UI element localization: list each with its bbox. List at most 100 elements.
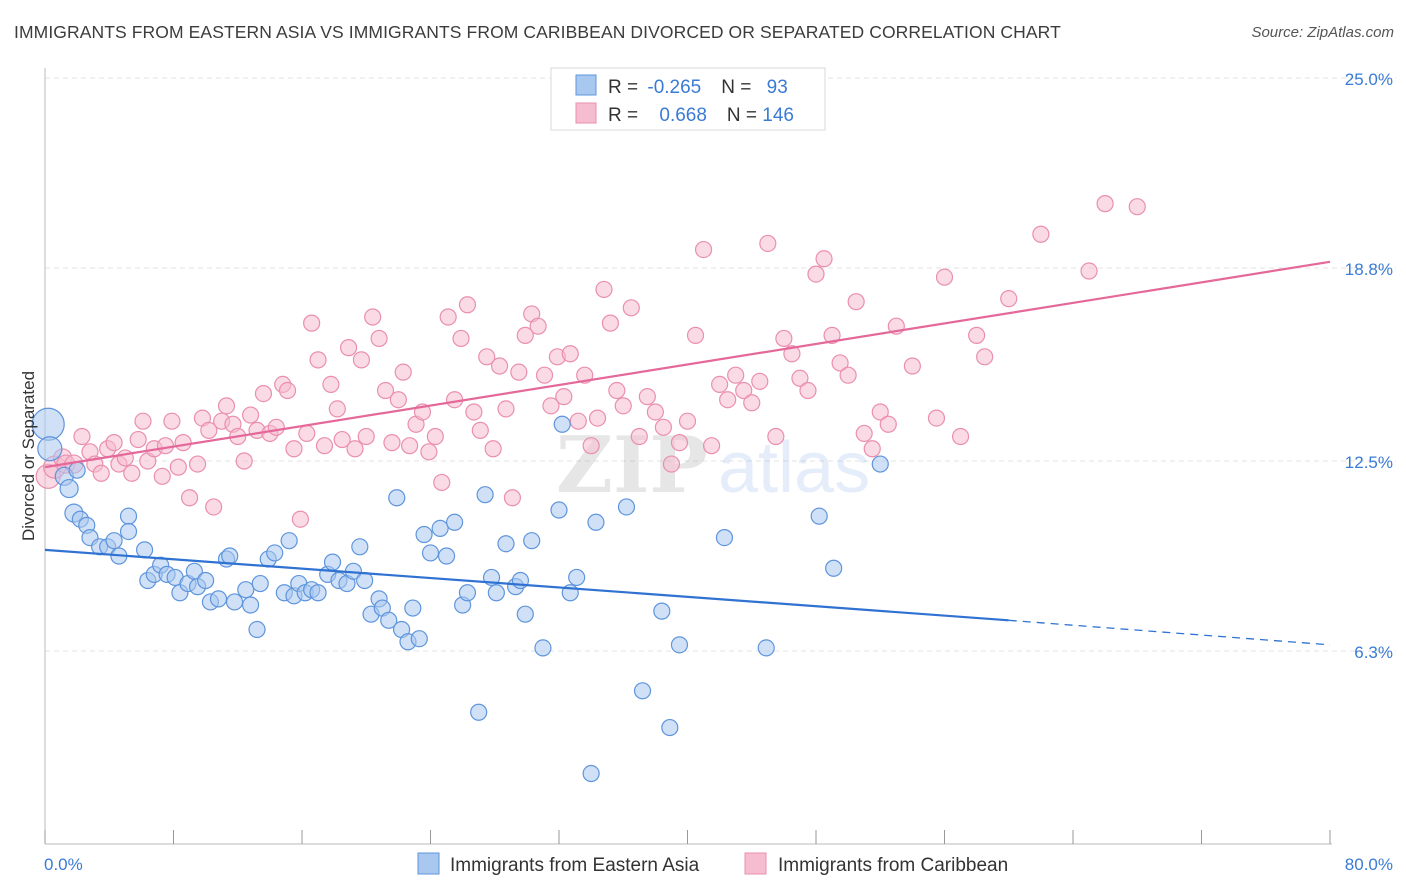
legend-blue-swatch [575, 74, 597, 96]
eastern-asia-point [242, 596, 260, 614]
caribbean-point [180, 489, 199, 507]
caribbean-point [595, 280, 613, 299]
caribbean-point [622, 299, 640, 317]
caribbean-point [205, 498, 223, 516]
caribbean-point [529, 317, 547, 335]
x-tick-labels: 0.0% 80.0% [44, 855, 1393, 874]
caribbean-point [927, 409, 946, 427]
caribbean-point [582, 437, 600, 455]
caribbean-point [743, 394, 761, 412]
x-tick-label: 80.0% [1345, 855, 1393, 874]
caribbean-point [484, 440, 502, 458]
eastern-asia-point [323, 553, 342, 571]
caribbean-point [1096, 195, 1114, 213]
eastern-asia-point [633, 682, 652, 700]
eastern-asia-point [487, 584, 505, 602]
caribbean-point [73, 427, 91, 446]
eastern-asia-point [810, 507, 828, 525]
eastern-asia-point [670, 636, 689, 654]
caribbean-point [105, 434, 123, 452]
caribbean-point [254, 384, 273, 403]
caribbean-point [847, 293, 865, 311]
eastern-asia-trend-extension [1008, 619, 1331, 646]
caribbean-point [711, 375, 729, 393]
caribbean-point [839, 366, 857, 384]
caribbean-point [452, 329, 470, 348]
eastern-asia-point [37, 436, 63, 462]
caribbean-point [92, 464, 110, 482]
eastern-asia-point [516, 605, 534, 623]
caribbean-point [608, 381, 626, 400]
eastern-asia-point [251, 574, 269, 593]
eastern-asia-point [476, 486, 494, 504]
caribbean-point [855, 424, 873, 443]
caribbean-point [383, 434, 401, 452]
eastern-asia-point [568, 568, 586, 587]
caribbean-point [458, 296, 477, 314]
caribbean-point [630, 427, 648, 446]
caribbean-point [123, 464, 141, 482]
caribbean-point [174, 434, 192, 452]
caribbean-points [35, 195, 1146, 528]
caribbean-point [751, 372, 769, 390]
caribbean-point [871, 403, 889, 421]
caribbean-point [638, 388, 656, 406]
eastern-asia-point [105, 532, 123, 550]
bottom-legend-pink-swatch [744, 852, 767, 875]
caribbean-point [235, 452, 253, 470]
source-label: Source: ZipAtlas.com [1251, 24, 1394, 41]
bottom-legend-blue-swatch [417, 852, 440, 875]
eastern-asia-point [356, 571, 374, 590]
eastern-asia-point [458, 584, 477, 602]
caribbean-point [420, 443, 438, 461]
y-tick-label: 18.8% [1345, 260, 1393, 279]
eastern-asia-point [431, 519, 449, 538]
caribbean-point [542, 397, 560, 415]
eastern-asia-point [237, 581, 255, 599]
caribbean-point [719, 391, 737, 409]
caribbean-point [328, 400, 346, 418]
caribbean-point [879, 415, 897, 433]
caribbean-point [376, 381, 395, 400]
caribbean-point [267, 418, 285, 436]
caribbean-point [153, 467, 171, 485]
caribbean-point [561, 345, 579, 363]
caribbean-point [322, 375, 340, 393]
eastern-asia-point [825, 559, 843, 577]
eastern-asia-point [437, 547, 456, 565]
caribbean-point [783, 345, 801, 363]
caribbean-point [831, 354, 849, 372]
caribbean-point [775, 329, 793, 348]
caribbean-point [614, 397, 632, 415]
caribbean-point [217, 397, 236, 415]
caribbean-point [976, 348, 994, 366]
eastern-asia-point [582, 764, 600, 783]
caribbean-point [364, 308, 382, 326]
eastern-asia-point [380, 611, 398, 629]
caribbean-point [759, 234, 777, 253]
eastern-asia-point [757, 639, 775, 657]
eastern-asia-point [280, 532, 298, 550]
caribbean-point [169, 458, 187, 476]
eastern-asia-point [59, 478, 79, 499]
caribbean-point [465, 403, 483, 421]
caribbean-point [471, 421, 489, 439]
series-legend: Immigrants from Eastern Asia Immigrants … [417, 852, 1008, 876]
caribbean-point [1000, 290, 1018, 308]
caribbean-point [727, 366, 745, 384]
caribbean-point [478, 348, 496, 366]
eastern-asia-point [135, 541, 154, 559]
y-tick-label: 25.0% [1345, 70, 1393, 89]
trend-lines [44, 260, 1331, 646]
caribbean-point [968, 326, 986, 344]
eastern-asia-point [309, 584, 327, 602]
caribbean-point [588, 409, 607, 427]
caribbean-point [510, 363, 528, 381]
caribbean-point [601, 314, 620, 332]
caribbean-point [694, 240, 713, 259]
eastern-asia-point [351, 538, 369, 556]
caribbean-point [807, 265, 825, 283]
caribbean-point [394, 363, 412, 381]
eastern-asia-point [445, 513, 464, 531]
watermark: ZIP atlas [556, 420, 870, 511]
